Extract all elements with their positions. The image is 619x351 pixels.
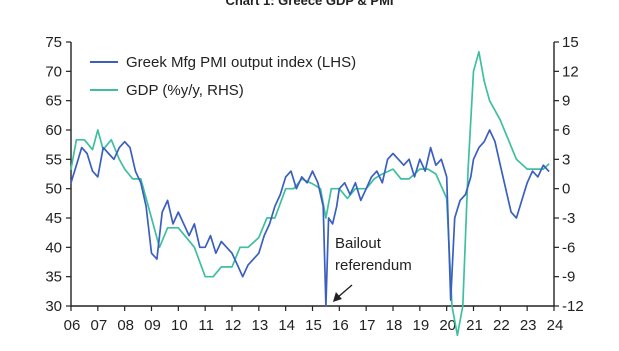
x-tick-label: 10 [171,317,188,334]
x-tick-label: 12 [225,317,242,334]
right-y-tick-label: 6 [562,122,570,139]
x-tick-label: 09 [144,317,161,334]
legend-label-pmi: Greek Mfg PMI output index (LHS) [126,54,356,71]
left-y-tick-label: 45 [45,210,62,227]
left-y-tick-label: 70 [45,63,62,80]
x-tick-label: 17 [359,317,376,334]
right-y-tick-label: -6 [562,239,575,256]
left-y-tick-label: 50 [45,181,62,198]
x-tick-label: 11 [198,317,214,334]
x-tick-label: 24 [547,317,564,334]
right-y-tick-label: -9 [562,269,575,286]
x-tick-label: 07 [90,317,107,334]
x-tick-label: 14 [278,317,295,334]
left-y-tick-label: 55 [45,151,62,168]
left-y-tick-label: 30 [45,298,62,315]
x-tick-label: 18 [386,317,403,334]
x-tick-label: 22 [493,317,510,334]
right-y-tick-label: 15 [562,34,579,51]
annotation-arrow-shaft [336,284,353,299]
right-y-tick-label: 9 [562,93,570,110]
right-y-tick-label: 12 [562,63,579,80]
left-y-tick-label: 65 [45,93,62,110]
annotation-layer: Bailout referendum [332,235,412,302]
x-tick-label: 23 [520,317,537,334]
left-y-tick-label: 75 [45,34,62,51]
x-tick-label: 08 [117,317,134,334]
legend-label-gdp: GDP (%y/y, RHS) [126,82,244,99]
x-tick-label: 21 [466,317,483,334]
left-y-tick-label: 40 [45,239,62,256]
x-tick-label: 13 [251,317,268,334]
annotation-arrow-head [332,292,342,302]
x-tick-label: 16 [332,317,349,334]
x-tick-label: 15 [305,317,322,334]
left-y-tick-label: 60 [45,122,62,139]
x-tick-label: 06 [64,317,81,334]
annotation-text: Bailout referendum [335,235,412,274]
right-y-tick-label: -3 [562,210,575,227]
x-tick-label: 19 [412,317,429,334]
chart-title: Chart 1: Greece GDP & PMI [225,0,394,8]
left-y-tick-label: 35 [45,269,62,286]
series-line-pmi [70,129,550,307]
axes-layer: 30 35 40 45 50 55 60 65 70 75 -12 -9 -6 -3 0 3 6 9 12 15 06 0… [45,34,583,334]
right-y-tick-label: 0 [562,181,570,198]
legend: Greek Mfg PMI output index (LHS) GDP (%y/… [90,54,356,99]
right-y-tick-label: 3 [562,151,570,168]
x-tick-label: 20 [439,317,456,334]
right-y-tick-label: -12 [562,298,584,315]
series-layer [70,50,550,337]
